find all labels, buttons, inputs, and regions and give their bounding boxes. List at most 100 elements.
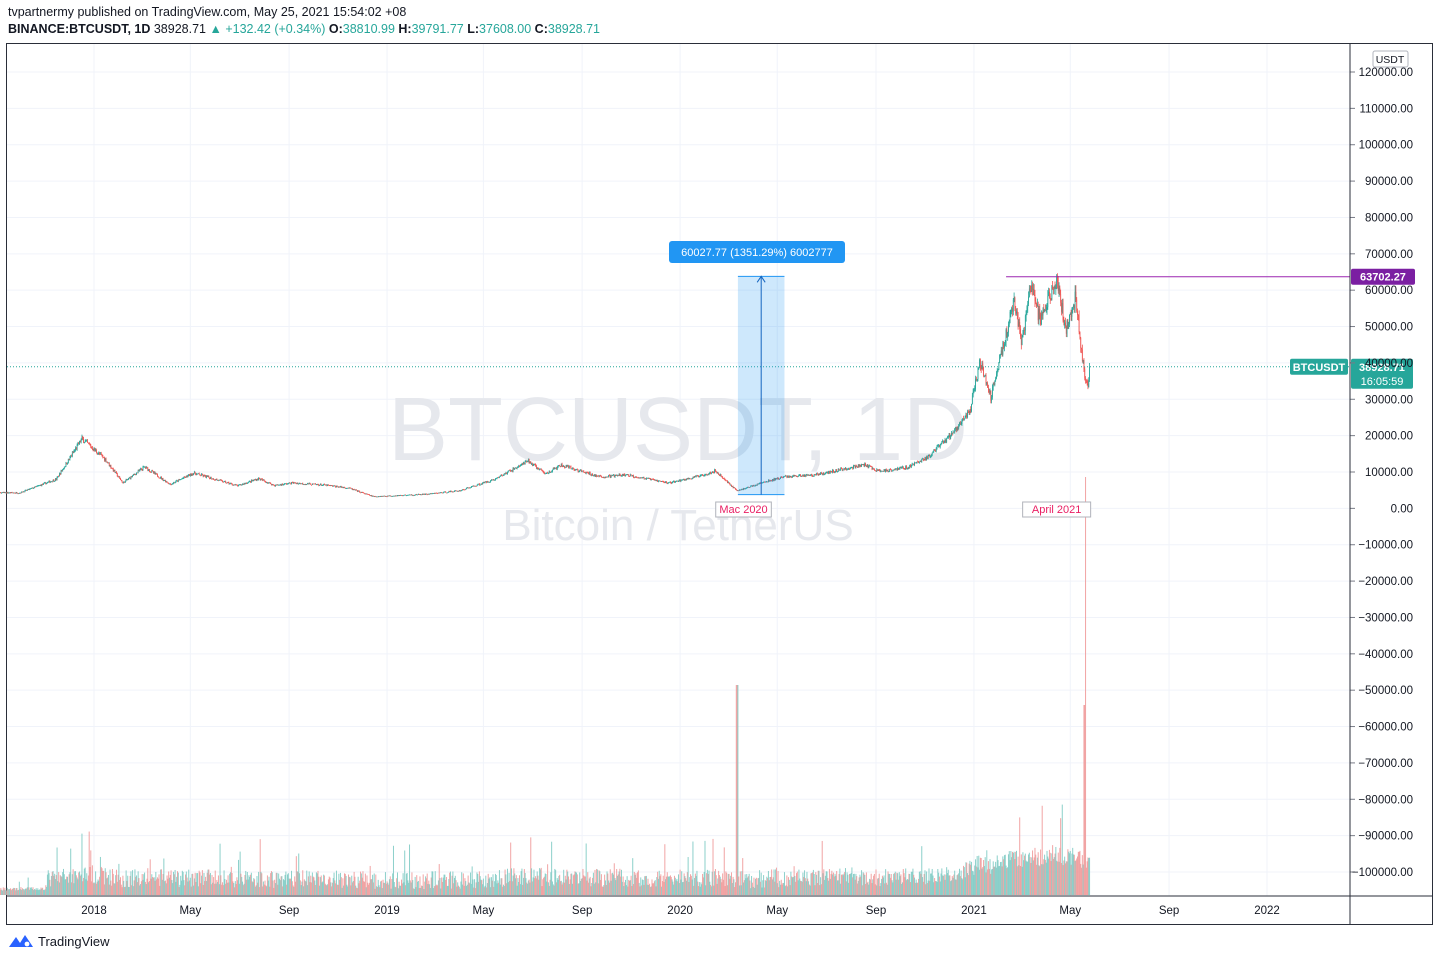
- candle-body: [546, 472, 548, 474]
- volume-bar: [360, 871, 362, 895]
- volume-bar: [1017, 856, 1019, 895]
- volume-bar: [225, 883, 227, 895]
- volume-bar: [1083, 705, 1085, 895]
- volume-bar: [946, 873, 948, 895]
- candle-body: [242, 483, 244, 485]
- volume-bar: [311, 872, 313, 895]
- volume-bar: [63, 874, 65, 895]
- volume-bar: [289, 878, 291, 895]
- volume-bar: [421, 885, 423, 895]
- candle-body: [272, 484, 274, 485]
- volume-bar: [254, 886, 256, 895]
- time-axis[interactable]: 2018 May Sep 2019 May Sep 2020 May Sep 2021 May Sep…: [7, 895, 1433, 917]
- candle-body: [966, 414, 968, 418]
- candle-body: [487, 481, 489, 483]
- candle-body: [321, 485, 323, 486]
- last-price-label-box: [1351, 358, 1413, 389]
- candle-body: [762, 482, 764, 484]
- volume-bar: [494, 881, 496, 895]
- volume-bar: [201, 875, 203, 895]
- price-axis[interactable]: 120000.00110000.00100000.0090000.0080000…: [1349, 44, 1413, 925]
- volume-bar: [629, 880, 631, 895]
- candle-body: [1050, 298, 1052, 300]
- candle-body: [195, 473, 197, 476]
- candle-body: [582, 470, 584, 472]
- volume-bar: [271, 872, 273, 895]
- volume-bar: [626, 876, 628, 895]
- volume-bar: [299, 880, 301, 895]
- volume-bar: [783, 872, 785, 895]
- candle-body: [485, 481, 487, 483]
- volume-bar: [493, 886, 495, 895]
- candle-body: [988, 390, 990, 393]
- candle-body: [605, 477, 606, 478]
- volume-bar: [142, 879, 144, 895]
- volume-bar: [474, 879, 476, 895]
- volume-bar: [632, 858, 634, 895]
- volume-bar: [349, 877, 351, 895]
- volume-bar: [236, 877, 238, 895]
- candle-body: [652, 479, 654, 480]
- volume-bar: [62, 868, 64, 895]
- volume-bar: [734, 887, 736, 895]
- volume-bar: [1023, 860, 1025, 895]
- candle-body: [676, 480, 678, 482]
- candle-body: [60, 470, 62, 475]
- volume-bar: [97, 879, 99, 895]
- candle-body: [682, 479, 684, 480]
- volume-bar: [111, 869, 113, 895]
- volume-bar: [892, 882, 894, 895]
- volume-bar: [136, 882, 138, 895]
- candle-body: [970, 409, 972, 412]
- text-note-box: [715, 501, 772, 518]
- volume-bar: [403, 882, 405, 895]
- candle-body: [1078, 315, 1080, 333]
- candle-body: [342, 486, 344, 488]
- volume-bar: [299, 873, 301, 895]
- candle-body: [596, 474, 597, 477]
- volume-bar: [184, 885, 186, 895]
- volume-bar: [217, 875, 219, 895]
- candle-body: [809, 474, 811, 476]
- volume-bar: [327, 884, 329, 895]
- volume-bar: [776, 883, 778, 895]
- volume-bar: [102, 870, 104, 895]
- candle-body: [896, 468, 898, 470]
- candle-body: [644, 478, 646, 480]
- volume-bar: [541, 886, 543, 895]
- candle-body: [398, 495, 400, 497]
- volume-bar: [26, 887, 28, 895]
- candle-body: [975, 378, 976, 389]
- volume-bar: [845, 881, 847, 895]
- candle-body: [1076, 299, 1078, 312]
- y-tick-label: −70000.00: [1358, 758, 1413, 770]
- candle-body: [997, 369, 999, 371]
- candle-body: [294, 482, 296, 484]
- candle-body: [998, 362, 1000, 370]
- candle-body: [619, 474, 621, 476]
- candle-body: [922, 458, 924, 460]
- candle-body: [935, 448, 937, 452]
- volume-bar: [473, 887, 475, 895]
- volume-bar: [440, 888, 442, 895]
- volume-bar: [620, 876, 622, 895]
- volume-bar: [611, 873, 613, 895]
- volume-bar: [394, 886, 396, 895]
- volume-bar: [1015, 851, 1017, 895]
- volume-bar: [954, 879, 956, 895]
- volume-bar: [549, 879, 551, 895]
- x-tick-label: Sep: [866, 905, 886, 917]
- candle-body: [1042, 309, 1044, 316]
- candle-body: [352, 488, 353, 490]
- candle-body: [583, 470, 585, 473]
- candle-body: [283, 483, 285, 485]
- chart-frame[interactable]: [6, 43, 1433, 925]
- candle-body: [681, 479, 683, 481]
- candle-body: [983, 375, 985, 377]
- volume-bar: [916, 882, 918, 895]
- volume-bar: [295, 881, 297, 895]
- volume-bar: [331, 882, 333, 895]
- candle-body: [1079, 332, 1081, 338]
